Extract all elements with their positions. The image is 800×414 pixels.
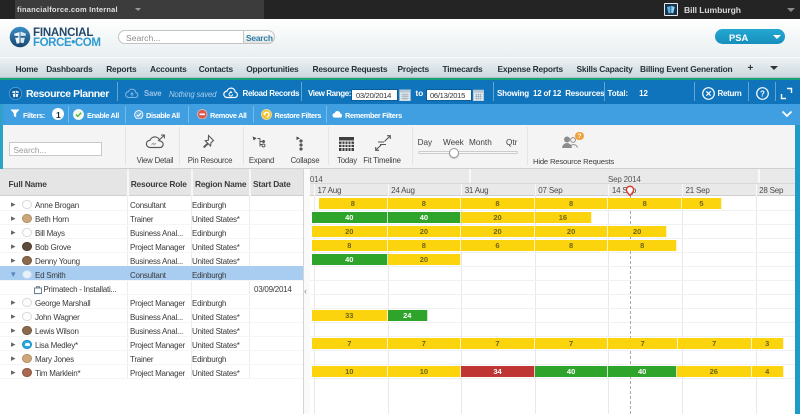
svg-text:?: ? (760, 89, 765, 98)
